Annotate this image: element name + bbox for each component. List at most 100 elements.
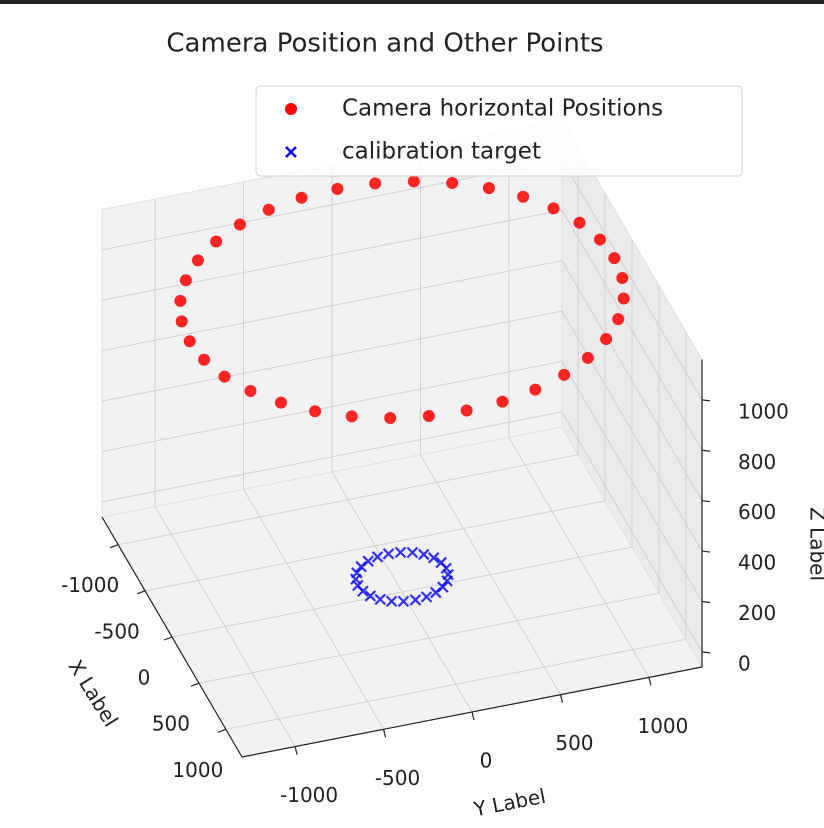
x-tick	[109, 544, 119, 549]
point	[345, 410, 358, 423]
z-tick-label: 1000	[738, 399, 789, 423]
x-tick-label: 0	[138, 666, 151, 690]
grid-line	[561, 260, 703, 501]
z-tick	[701, 500, 711, 503]
grid-line	[508, 437, 650, 678]
z-tick	[701, 651, 711, 654]
point	[409, 594, 422, 606]
chart-title: Camera Position and Other Points	[166, 29, 603, 59]
y-tick	[648, 677, 652, 686]
point	[581, 351, 594, 364]
y-tick	[559, 694, 564, 703]
point	[262, 203, 275, 216]
x-tick-label: -500	[94, 619, 139, 643]
y-tick	[471, 711, 475, 721]
point	[616, 271, 629, 284]
point	[418, 548, 430, 561]
point	[179, 274, 192, 287]
grid-line	[420, 454, 561, 695]
z-tick-label: 200	[738, 601, 776, 625]
x-tick-label: 500	[152, 712, 190, 736]
point	[496, 395, 509, 408]
point	[612, 313, 625, 326]
point	[244, 385, 257, 398]
point	[210, 235, 223, 248]
point	[617, 292, 630, 305]
z-tick-label: 400	[738, 551, 776, 575]
point	[175, 315, 188, 328]
point	[355, 560, 367, 573]
point	[274, 396, 287, 409]
grid-line	[561, 411, 703, 653]
grid-line	[101, 310, 563, 402]
grid-line	[561, 159, 703, 401]
grid-line	[561, 210, 703, 451]
point	[427, 552, 440, 564]
x-tick	[163, 636, 173, 641]
legend-marker	[285, 103, 297, 115]
z-tick-label: 800	[738, 450, 776, 474]
x-tick	[190, 682, 200, 687]
point	[382, 548, 395, 560]
point	[420, 591, 433, 603]
point	[374, 593, 386, 606]
point	[218, 370, 231, 383]
point	[364, 590, 377, 602]
point	[600, 333, 613, 346]
x-tick	[217, 728, 227, 733]
legend: Camera horizontal Positions calibration t…	[255, 85, 743, 177]
point	[407, 175, 420, 188]
point	[547, 202, 560, 215]
z-tick	[701, 600, 711, 604]
point	[331, 182, 344, 195]
grid-line	[101, 209, 563, 301]
z-tick	[701, 399, 711, 402]
legend-box	[255, 85, 743, 177]
x-axis-label: X Label	[63, 655, 123, 730]
point	[529, 383, 542, 396]
point	[406, 546, 419, 559]
point	[295, 191, 308, 204]
y-tick-label: 0	[480, 749, 493, 773]
point	[309, 405, 322, 418]
x-tick-label: -1000	[61, 573, 119, 597]
legend-label: calibration target	[342, 139, 541, 165]
point	[435, 556, 447, 569]
point	[517, 190, 530, 203]
z-tick-label: 0	[738, 651, 751, 675]
y-tick-label: 500	[555, 731, 593, 755]
z-tick-label: 600	[738, 500, 776, 524]
point	[460, 404, 473, 417]
z-tick	[701, 550, 711, 553]
y-tick	[382, 729, 387, 738]
point	[573, 216, 586, 229]
grid-line	[561, 310, 703, 552]
point	[482, 182, 495, 195]
grid-line	[154, 506, 296, 747]
z-axis-label: Z Label	[806, 507, 824, 581]
point	[191, 254, 204, 267]
y-tick-label: -1000	[280, 783, 338, 807]
point	[446, 177, 459, 190]
point	[593, 233, 606, 246]
point	[608, 252, 621, 265]
x-axis-line	[101, 516, 243, 758]
point	[384, 411, 397, 424]
y-axis-line	[241, 666, 703, 758]
x-tick	[136, 590, 146, 595]
grid-line	[243, 489, 384, 730]
point	[198, 353, 211, 366]
point	[183, 335, 196, 348]
point	[174, 294, 187, 307]
y-axis-label: Y Label	[471, 784, 548, 822]
y-tick-label: 1000	[637, 714, 688, 738]
x-tick-label: 1000	[172, 758, 223, 782]
y-tick-label: -500	[375, 766, 420, 790]
point	[385, 595, 398, 608]
legend-label: Camera horizontal Positions	[342, 96, 663, 122]
z-tick	[701, 449, 711, 452]
grid-line	[331, 471, 473, 713]
point	[369, 177, 382, 190]
